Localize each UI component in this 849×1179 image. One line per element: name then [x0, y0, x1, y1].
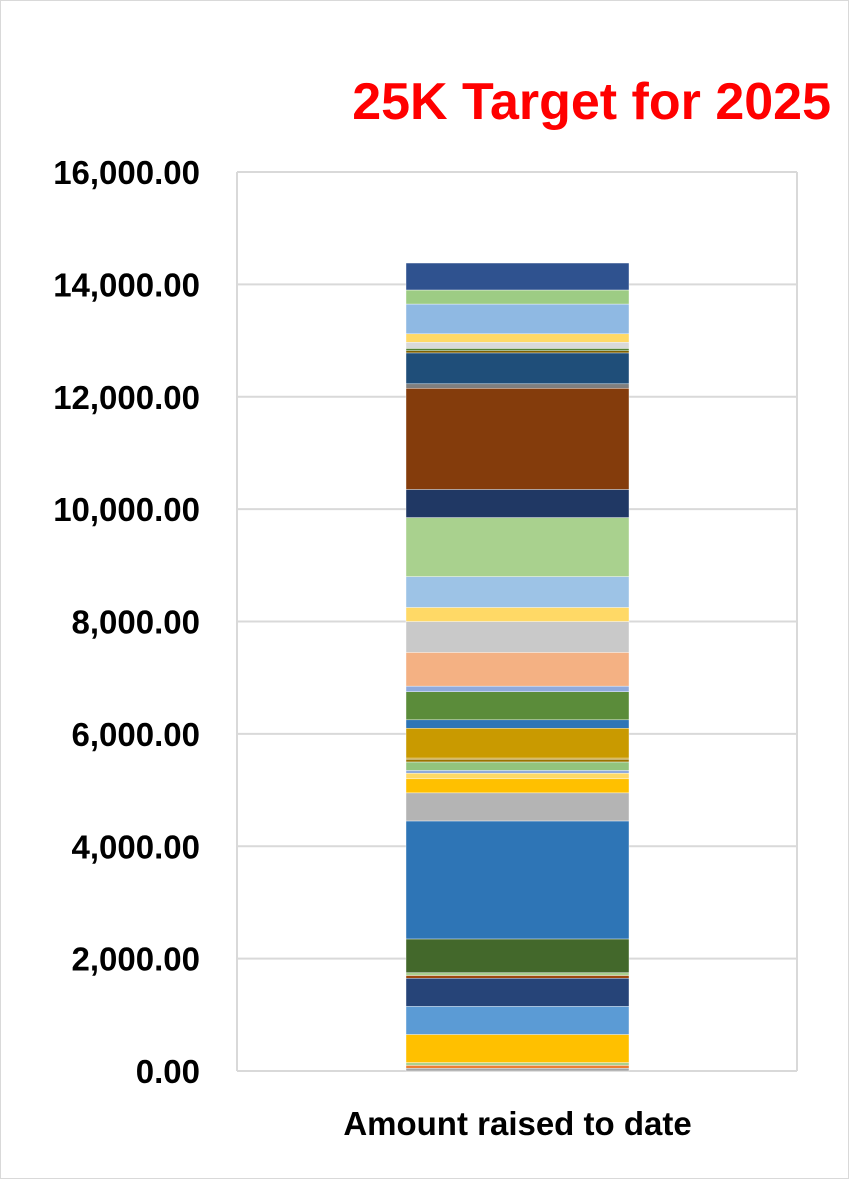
bar-segment	[405, 333, 630, 343]
y-tick-label: 6,000.00	[72, 716, 200, 753]
y-tick-label: 10,000.00	[53, 491, 200, 528]
bar-segment	[405, 262, 630, 291]
bar-segment	[405, 719, 630, 729]
bar-segment	[405, 1006, 630, 1035]
bar-segment	[405, 685, 630, 692]
bar-segment	[405, 1067, 630, 1072]
bar-segment	[405, 761, 630, 771]
bar-segment	[405, 348, 630, 351]
bar-segment	[405, 978, 630, 1007]
bar-segment	[405, 1034, 630, 1063]
bar-segment	[405, 975, 630, 979]
bar-segment	[405, 972, 630, 976]
bar-segment	[405, 576, 630, 608]
bar-segment	[405, 352, 630, 385]
y-tick-label: 0.00	[136, 1053, 200, 1090]
bar-segment	[405, 792, 630, 822]
y-tick-label: 2,000.00	[72, 941, 200, 978]
bar-segment	[405, 350, 630, 354]
bar-segment	[405, 289, 630, 305]
bar-segment	[405, 342, 630, 349]
y-tick-label: 8,000.00	[72, 604, 200, 641]
bar-segment	[405, 607, 630, 622]
bar-segment	[405, 383, 630, 389]
y-axis-tick-labels: 0.00 2,000.00 4,000.00 6,000.00 8,000.00 10,0…	[53, 154, 200, 1090]
bar-segment	[405, 938, 630, 973]
chart-title: 25K Target for 2025	[352, 73, 831, 131]
bar-segments	[405, 262, 630, 1072]
y-tick-label: 12,000.00	[53, 379, 200, 416]
bar-segment	[405, 303, 630, 335]
bar-segment	[405, 388, 630, 490]
bar-segment	[405, 489, 630, 518]
bar-segment	[405, 1065, 630, 1069]
bar-segment	[405, 621, 630, 653]
bar-segment	[405, 728, 630, 759]
bar-segment	[405, 1062, 630, 1066]
bar-segment	[405, 517, 630, 577]
y-tick-label: 14,000.00	[53, 266, 200, 303]
bar-segment	[405, 773, 630, 780]
bar-segment	[405, 820, 630, 940]
x-axis-category-label: Amount raised to date	[343, 1105, 691, 1142]
bar-segment	[405, 758, 630, 763]
bar-segment	[405, 778, 630, 794]
y-tick-label: 4,000.00	[72, 828, 200, 865]
y-tick-label: 16,000.00	[53, 154, 200, 191]
bar-segment	[405, 770, 630, 774]
bar-segment	[405, 652, 630, 687]
bar-segment	[405, 691, 630, 721]
